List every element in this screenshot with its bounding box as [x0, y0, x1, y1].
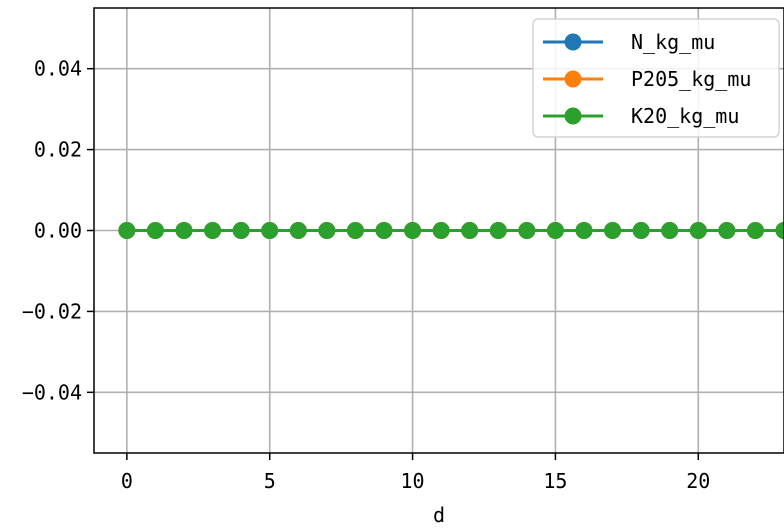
legend: N_kg_mu P205_kg_mu K20_kg_mu [533, 19, 779, 137]
data-point [147, 222, 164, 239]
data-point [661, 222, 678, 239]
data-point [261, 222, 278, 239]
data-point [776, 222, 784, 239]
x-tick-label: 0 [121, 469, 133, 493]
data-point [404, 222, 421, 239]
legend-label: P205_kg_mu [631, 67, 751, 91]
legend-label: N_kg_mu [631, 30, 715, 54]
data-point [176, 222, 193, 239]
legend-swatch-marker [565, 108, 582, 125]
legend-swatch-marker [565, 71, 582, 88]
data-point [461, 222, 478, 239]
y-tick-label: 0.02 [34, 138, 82, 162]
data-point [547, 222, 564, 239]
data-point [290, 222, 307, 239]
x-tick-label: 20 [686, 469, 710, 493]
y-tick-label: 0.04 [34, 57, 82, 81]
x-tick-label: 5 [264, 469, 276, 493]
y-tick-label: −0.04 [22, 380, 82, 404]
data-point [633, 222, 650, 239]
legend-swatch-marker [565, 34, 582, 51]
data-point [233, 222, 250, 239]
x-axis-label: d [433, 503, 445, 526]
data-point [318, 222, 335, 239]
series-layer [118, 222, 784, 239]
series-K20_kg_mu [118, 222, 784, 239]
y-tick-label: 0.00 [34, 219, 82, 243]
data-point [518, 222, 535, 239]
data-point [490, 222, 507, 239]
data-point [576, 222, 593, 239]
data-point [118, 222, 135, 239]
legend-label: K20_kg_mu [631, 104, 739, 128]
data-point [747, 222, 764, 239]
data-point [347, 222, 364, 239]
data-point [690, 222, 707, 239]
data-point [433, 222, 450, 239]
data-point [604, 222, 621, 239]
data-point [204, 222, 221, 239]
data-point [376, 222, 393, 239]
data-point [718, 222, 735, 239]
y-tick-label: −0.02 [22, 299, 82, 323]
x-tick-label: 10 [401, 469, 425, 493]
x-tick-label: 15 [543, 469, 567, 493]
